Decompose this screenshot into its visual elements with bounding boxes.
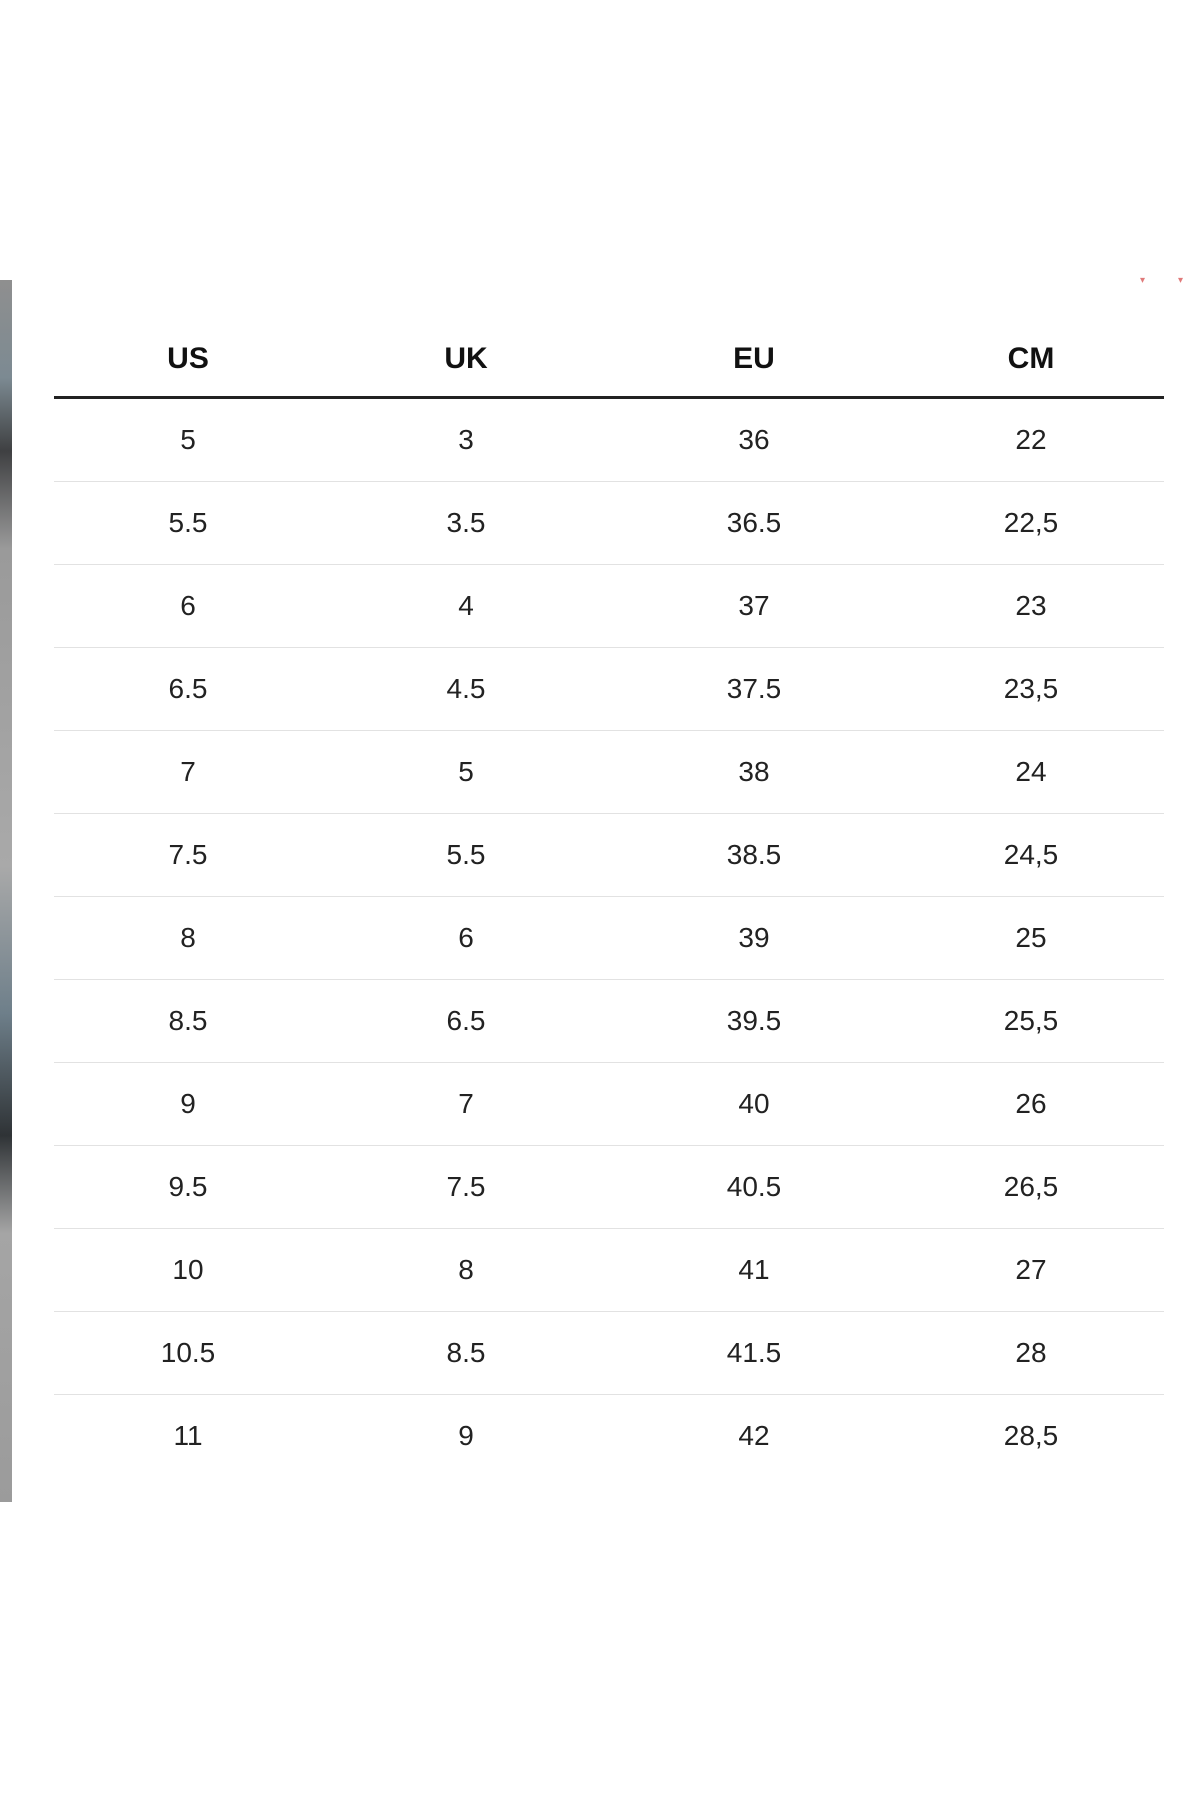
cell-eu: 38 — [610, 730, 898, 814]
size-chart-header: US UK EU CM — [54, 322, 1164, 399]
cell-us: 11 — [173, 1420, 203, 1451]
cell-cm: 22,5 — [898, 481, 1164, 565]
cell-uk: 9 — [458, 1420, 474, 1451]
header-row: US UK EU CM — [54, 322, 1164, 399]
cell-eu: 37.5 — [610, 647, 898, 731]
cell-cm: 25,5 — [898, 979, 1164, 1063]
cell-eu: 38.5 — [610, 813, 898, 897]
cell-cm: 24,5 — [898, 813, 1164, 897]
table-row: 7.5 5.5 38.5 24,5 — [54, 813, 1164, 897]
table-row: 5.5 3.5 36.5 22,5 — [54, 481, 1164, 565]
header-cell-eu: EU — [610, 322, 898, 399]
header-cell-us: US — [54, 322, 322, 399]
cropped-image-edge — [0, 280, 12, 1502]
cell-us: 6.5 — [54, 647, 322, 731]
cell-us: 5.5 — [54, 481, 322, 565]
cell-cm: 27 — [898, 1228, 1164, 1312]
cell-uk: 6 — [322, 896, 610, 980]
cell-uk: 3 — [322, 397, 610, 482]
cell-eu: 39.5 — [610, 979, 898, 1063]
cell-eu: 40.5 — [610, 1145, 898, 1229]
table-row: 11 9 42 28,5 — [54, 1395, 1164, 1478]
cell-cm: 28,5 — [1003, 1420, 1059, 1451]
header-cell-cm: CM — [898, 322, 1164, 399]
table-row: 10 8 41 27 — [54, 1228, 1164, 1312]
cell-us: 8.5 — [54, 979, 322, 1063]
cell-uk: 5 — [322, 730, 610, 814]
cell-uk: 7.5 — [322, 1145, 610, 1229]
red-mark-icon: ▾ — [1140, 275, 1146, 286]
header-cell-uk: UK — [322, 322, 610, 399]
cell-us: 10.5 — [54, 1311, 322, 1395]
cell-cm: 26,5 — [898, 1145, 1164, 1229]
size-chart-body: 5 3 36 22 5.5 3.5 36.5 22,5 6 4 37 23 6.5 4.5 37.5 23,5… — [54, 397, 1164, 1478]
cell-uk: 8.5 — [322, 1311, 610, 1395]
corner-marks: ▾ ▾ — [1140, 275, 1188, 286]
cell-cm: 26 — [898, 1062, 1164, 1146]
cell-us: 7.5 — [54, 813, 322, 897]
cell-eu: 37 — [610, 564, 898, 648]
cell-us: 7 — [54, 730, 322, 814]
table-row: 6.5 4.5 37.5 23,5 — [54, 647, 1164, 731]
table-row: 9.5 7.5 40.5 26,5 — [54, 1145, 1164, 1229]
cell-cm: 24 — [898, 730, 1164, 814]
cell-eu: 41.5 — [610, 1311, 898, 1395]
cell-uk: 7 — [322, 1062, 610, 1146]
table-row: 8.5 6.5 39.5 25,5 — [54, 979, 1164, 1063]
size-chart-table: US UK EU CM 5 3 36 22 5.5 3.5 36.5 22,5 6 4 37 23 6.… — [54, 322, 1164, 1477]
cell-cm: 23,5 — [898, 647, 1164, 731]
table-row: 8 6 39 25 — [54, 896, 1164, 980]
cell-eu: 36.5 — [610, 481, 898, 565]
cell-cm: 28 — [898, 1311, 1164, 1395]
cell-us: 6 — [54, 564, 322, 648]
cell-us: 8 — [54, 896, 322, 980]
red-mark-icon: ▾ — [1178, 275, 1184, 286]
cell-eu: 41 — [610, 1228, 898, 1312]
cell-uk: 8 — [322, 1228, 610, 1312]
cell-cm: 23 — [898, 564, 1164, 648]
cell-uk: 4.5 — [322, 647, 610, 731]
cell-uk: 5.5 — [322, 813, 610, 897]
cell-eu: 39 — [610, 896, 898, 980]
cell-eu: 42 — [738, 1420, 770, 1451]
cell-uk: 6.5 — [322, 979, 610, 1063]
cell-cm: 22 — [898, 397, 1164, 482]
table-row: 5 3 36 22 — [54, 397, 1164, 482]
cell-eu: 36 — [610, 397, 898, 482]
table-row: 6 4 37 23 — [54, 564, 1164, 648]
cell-us: 10 — [54, 1228, 322, 1312]
cell-cm: 25 — [898, 896, 1164, 980]
cell-eu: 40 — [610, 1062, 898, 1146]
cell-us: 9.5 — [54, 1145, 322, 1229]
table-row: 9 7 40 26 — [54, 1062, 1164, 1146]
cell-us: 5 — [54, 397, 322, 482]
cell-uk: 4 — [322, 564, 610, 648]
table-row: 10.5 8.5 41.5 28 — [54, 1311, 1164, 1395]
cell-us: 9 — [54, 1062, 322, 1146]
cell-uk: 3.5 — [322, 481, 610, 565]
table-row: 7 5 38 24 — [54, 730, 1164, 814]
